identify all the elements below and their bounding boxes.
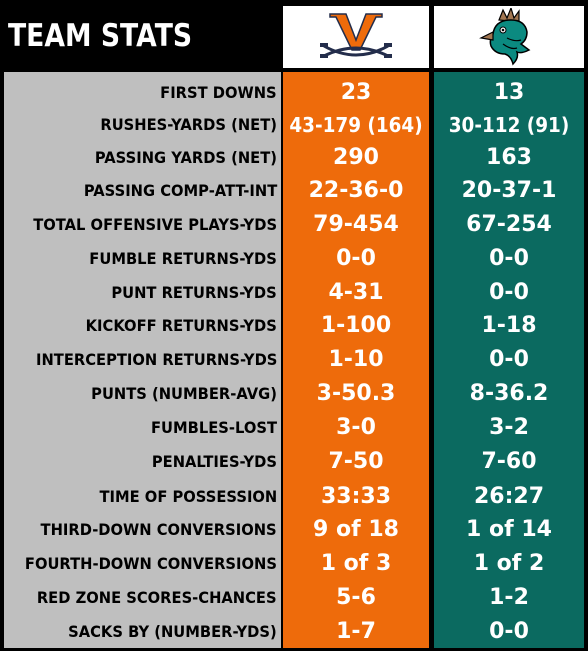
- away-team-stat-value: 1-18: [481, 313, 537, 338]
- stat-label: FUMBLE RETURNS-YDS: [89, 249, 277, 268]
- away-team-stat-value: 67-254: [466, 212, 552, 237]
- away-team-stat-value: 8-36.2: [469, 381, 549, 406]
- home-team-stat-value: 7-50: [328, 449, 384, 474]
- stat-label: THIRD-DOWN CONVERSIONS: [40, 520, 277, 539]
- stat-label: INTERCEPTION RETURNS-YDS: [35, 350, 277, 369]
- stat-label: KICKOFF RETURNS-YDS: [85, 316, 277, 335]
- away-team-stat-value: 1 of 2: [473, 551, 545, 576]
- stat-label: FOURTH-DOWN CONVERSIONS: [24, 554, 277, 573]
- page-title: TEAM STATS: [8, 18, 193, 54]
- home-team-stat-value: 0-0: [336, 246, 376, 271]
- away-team-stat-value: 13: [493, 80, 525, 105]
- away-team-stat-value: 0-0: [489, 280, 529, 305]
- home-team-stat-value: 4-31: [328, 280, 384, 305]
- stat-label: FIRST DOWNS: [160, 83, 277, 102]
- away-team-column: 13 30-112 (91) 163 20-37-1 67-254 0-0 0-0 1-18 0…: [434, 72, 584, 648]
- stat-label-column: FIRST DOWNS RUSHES-YARDS (NET) PASSING YAR…: [4, 72, 281, 648]
- home-team-stat-value: 1-100: [320, 313, 392, 338]
- home-team-stat-value: 5-6: [336, 585, 376, 610]
- away-team-stat-value: 1 of 14: [466, 517, 552, 542]
- stat-label: PENALTIES-YDS: [151, 452, 277, 471]
- home-team-stat-value: 3-50.3: [316, 381, 396, 406]
- stat-label: RED ZONE SCORES-CHANCES: [37, 588, 277, 607]
- stat-label: PASSING COMP-ATT-INT: [83, 181, 277, 200]
- stat-label: SACKS BY (NUMBER-YDS): [68, 622, 277, 641]
- stat-label: PUNT RETURNS-YDS: [111, 283, 277, 302]
- home-team-stat-value: 9 of 18: [313, 517, 399, 542]
- stat-label: TOTAL OFFENSIVE PLAYS-YDS: [33, 215, 277, 234]
- away-team-stat-value: 163: [486, 145, 532, 170]
- away-team-stat-value: 30-112 (91): [448, 113, 570, 137]
- stat-label: RUSHES-YARDS (NET): [100, 115, 277, 134]
- home-team-stat-value: 43-179 (164): [289, 113, 423, 137]
- away-team-stat-value: 20-37-1: [461, 178, 557, 203]
- home-team-logo-box: [283, 6, 429, 68]
- stat-label: PASSING YARDS (NET): [94, 148, 277, 167]
- stat-label: PUNTS (NUMBER-AVG): [91, 384, 277, 403]
- home-team-stat-value: 1-10: [328, 347, 384, 372]
- away-team-stat-value: 1-2: [489, 585, 529, 610]
- stat-label: FUMBLES-LOST: [150, 418, 277, 437]
- away-team-logo-box: [434, 6, 584, 68]
- home-team-stat-value: 1-7: [336, 619, 376, 644]
- virginia-v-sabres-logo: [320, 13, 392, 58]
- away-team-stat-value: 0-0: [489, 347, 529, 372]
- home-team-stat-value: 1 of 3: [320, 551, 392, 576]
- away-team-stat-value: 0-0: [489, 619, 529, 644]
- home-team-stat-value: 23: [340, 80, 372, 105]
- home-team-stat-value: 33:33: [320, 484, 392, 509]
- home-team-stat-value: 290: [333, 145, 379, 170]
- stat-label: TIME OF POSSESSION: [99, 487, 277, 506]
- away-team-stat-value: 0-0: [489, 246, 529, 271]
- coastal-chanticleer-logo: [479, 8, 531, 66]
- home-team-stat-value: 79-454: [313, 212, 399, 237]
- home-team-column: 23 43-179 (164) 290 22-36-0 79-454 0-0 4-31 1-1…: [283, 72, 429, 648]
- home-team-stat-value: 3-0: [336, 415, 376, 440]
- home-team-stat-value: 22-36-0: [308, 178, 404, 203]
- away-team-stat-value: 3-2: [489, 415, 529, 440]
- away-team-stat-value: 7-60: [481, 449, 537, 474]
- away-team-stat-value: 26:27: [473, 484, 545, 509]
